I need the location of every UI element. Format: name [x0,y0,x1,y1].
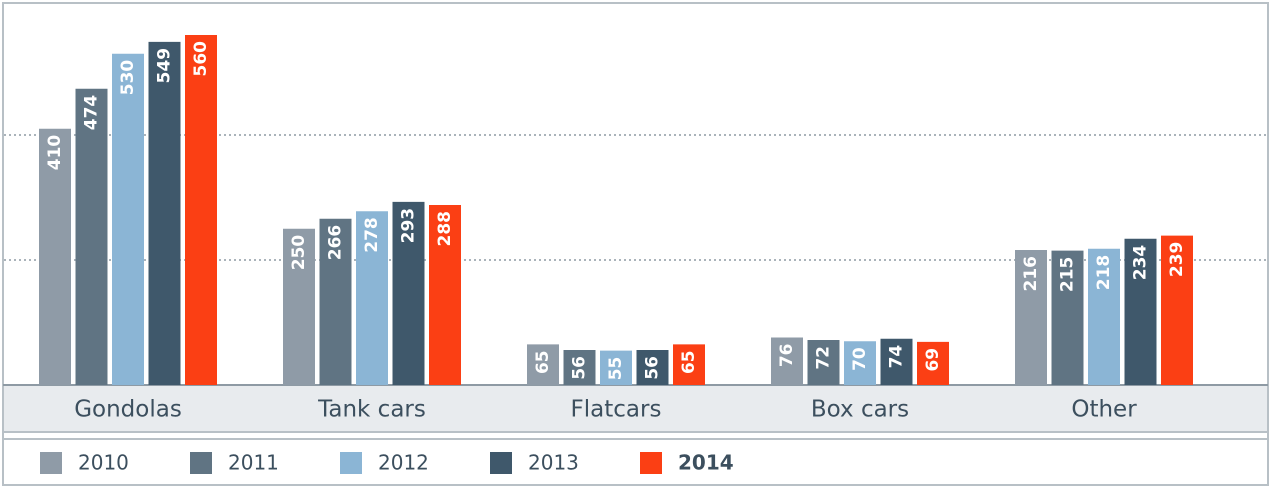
value-label: 56 [570,356,590,380]
bar [185,35,217,385]
value-label: 266 [326,225,346,261]
bar [673,344,705,385]
bar [1088,248,1120,385]
value-label: 288 [435,211,455,247]
value-label: 70 [850,347,870,371]
bar [880,338,913,385]
legend-swatch [640,452,662,474]
legend-swatch [340,452,362,474]
bar [844,341,876,385]
legend-swatch [490,452,512,474]
value-label: 69 [923,348,943,372]
legend-swatch [40,452,62,474]
bar [527,344,559,385]
legend-label: 2011 [228,451,279,475]
legend-label: 2013 [528,451,579,475]
value-label: 293 [399,208,419,244]
value-label: 410 [45,135,65,171]
x-tick-label: Gondolas [74,397,182,423]
value-label: 560 [191,41,211,77]
value-label: 250 [289,235,309,271]
legend-label: 2012 [378,451,429,475]
category-band [4,386,1267,432]
value-label: 278 [362,217,382,253]
bar [1161,235,1193,385]
value-label: 216 [1021,256,1041,292]
bar [429,205,461,385]
value-label: 76 [777,344,797,368]
value-label: 239 [1167,242,1187,278]
x-tick-label: Box cars [811,397,909,423]
value-label: 530 [118,60,138,96]
bar [1015,250,1047,385]
legend-label: 2010 [78,451,129,475]
bar [771,337,803,385]
x-tick-label: Tank cars [317,397,426,423]
bar [39,128,71,385]
bar [1124,238,1157,385]
bar [112,53,144,385]
value-label: 65 [679,350,699,374]
bar [319,218,352,385]
bar [75,88,108,385]
bar [600,350,632,385]
legend-label: 2014 [678,451,734,475]
value-label: 474 [82,95,102,131]
value-label: 218 [1094,255,1114,291]
legend-swatch [190,452,212,474]
bar [148,41,181,385]
bar [807,340,840,385]
value-label: 72 [814,346,834,370]
x-tick-label: Flatcars [571,397,662,423]
bar [917,341,949,385]
bar [392,201,425,385]
bar [1051,250,1084,385]
bar [283,228,315,385]
bar [356,211,388,385]
bar [636,350,669,385]
value-label: 215 [1058,257,1078,293]
value-label: 56 [643,356,663,380]
x-tick-label: Other [1071,397,1137,423]
value-label: 549 [155,48,175,84]
value-label: 65 [533,350,553,374]
bar [563,350,596,385]
value-label: 234 [1131,245,1151,281]
value-label: 55 [606,357,626,381]
value-label: 74 [887,345,907,369]
